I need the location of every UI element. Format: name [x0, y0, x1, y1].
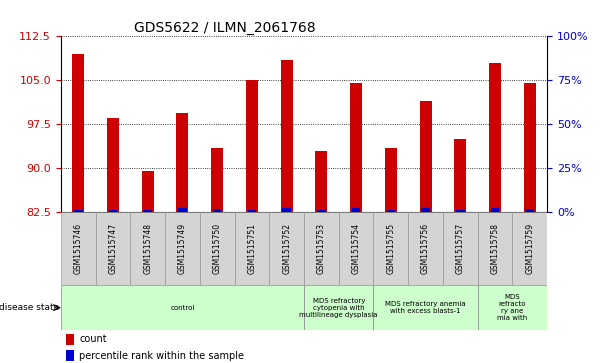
Bar — [443, 212, 478, 285]
Text: MDS refractory anemia
with excess blasts-1: MDS refractory anemia with excess blasts… — [385, 301, 466, 314]
Bar — [66, 350, 74, 362]
Text: GDS5622 / ILMN_2061768: GDS5622 / ILMN_2061768 — [134, 21, 316, 35]
Bar — [213, 209, 221, 212]
Bar — [304, 285, 373, 330]
Bar — [523, 83, 536, 212]
Bar — [489, 63, 501, 212]
Bar — [107, 118, 119, 212]
Bar — [350, 83, 362, 212]
Text: control: control — [170, 305, 195, 311]
Text: disease state: disease state — [0, 303, 59, 312]
Bar — [143, 210, 152, 212]
Text: GSM1515747: GSM1515747 — [108, 223, 117, 274]
Text: GSM1515750: GSM1515750 — [213, 223, 222, 274]
Text: GSM1515756: GSM1515756 — [421, 223, 430, 274]
Bar — [282, 208, 291, 212]
Bar — [109, 210, 117, 212]
Bar — [421, 208, 430, 212]
Bar — [352, 208, 361, 212]
Bar — [408, 212, 443, 285]
Bar — [247, 210, 256, 212]
Bar — [456, 210, 465, 212]
Bar — [142, 171, 154, 212]
Bar — [478, 285, 547, 330]
Text: GSM1515751: GSM1515751 — [247, 223, 257, 274]
Bar — [211, 148, 223, 212]
Bar — [373, 285, 478, 330]
Bar — [454, 139, 466, 212]
Text: count: count — [79, 334, 107, 344]
Text: GSM1515746: GSM1515746 — [74, 223, 83, 274]
Bar — [72, 54, 85, 212]
Bar — [316, 151, 328, 212]
Text: MDS
refracto
ry ane
mia with: MDS refracto ry ane mia with — [497, 294, 528, 321]
Bar — [66, 334, 74, 345]
Bar — [339, 212, 373, 285]
Text: MDS refractory
cytopenia with
multilineage dysplasia: MDS refractory cytopenia with multilinea… — [300, 298, 378, 318]
Text: GSM1515753: GSM1515753 — [317, 223, 326, 274]
Bar — [491, 208, 499, 212]
Bar — [178, 208, 187, 212]
Bar — [61, 285, 304, 330]
Bar — [304, 212, 339, 285]
Bar — [246, 80, 258, 212]
Text: GSM1515748: GSM1515748 — [143, 223, 152, 274]
Text: GSM1515749: GSM1515749 — [178, 223, 187, 274]
Bar — [61, 212, 95, 285]
Bar — [373, 212, 408, 285]
Text: GSM1515758: GSM1515758 — [491, 223, 500, 274]
Bar — [280, 60, 292, 212]
Bar — [420, 101, 432, 212]
Text: percentile rank within the sample: percentile rank within the sample — [79, 351, 244, 361]
Bar — [200, 212, 235, 285]
Text: GSM1515752: GSM1515752 — [282, 223, 291, 274]
Bar — [317, 210, 326, 212]
Bar — [165, 212, 200, 285]
Bar — [478, 212, 513, 285]
Bar — [235, 212, 269, 285]
Bar — [130, 212, 165, 285]
Text: GSM1515757: GSM1515757 — [456, 223, 465, 274]
Bar — [387, 210, 395, 212]
Bar — [176, 113, 188, 212]
Text: GSM1515755: GSM1515755 — [386, 223, 395, 274]
Bar — [95, 212, 130, 285]
Bar — [513, 212, 547, 285]
Bar — [74, 210, 83, 212]
Text: GSM1515759: GSM1515759 — [525, 223, 534, 274]
Bar — [385, 148, 397, 212]
Bar — [269, 212, 304, 285]
Text: GSM1515754: GSM1515754 — [351, 223, 361, 274]
Bar — [525, 209, 534, 212]
